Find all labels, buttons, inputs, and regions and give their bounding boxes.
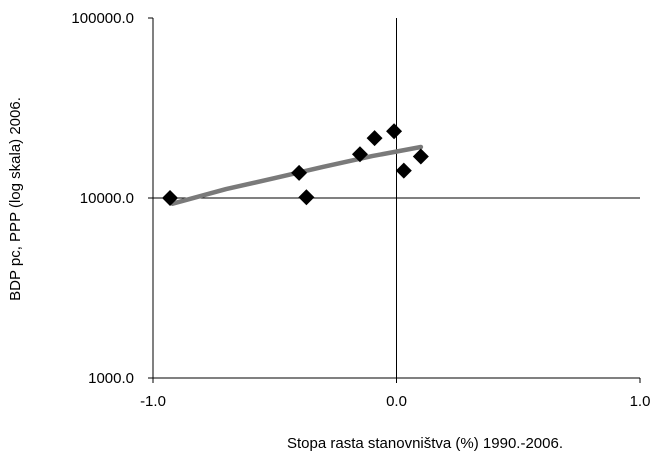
data-point <box>386 123 403 140</box>
data-point <box>162 190 179 206</box>
reference-lines <box>153 18 640 378</box>
data-points <box>162 123 429 206</box>
y-tick-label: 10000.0 <box>80 190 134 207</box>
data-point <box>351 146 368 163</box>
data-point <box>412 148 429 165</box>
data-point <box>395 162 412 179</box>
y-tick-label: 1000.0 <box>88 370 134 387</box>
x-axis-title: Stopa rasta stanovništva (%) 1990.-2006. <box>287 435 563 452</box>
x-axis-ticks: -1.0 0.0 1.0 <box>140 378 650 410</box>
x-tick-label: 1.0 <box>630 393 651 410</box>
x-tick-label: -1.0 <box>140 393 166 410</box>
data-point <box>298 189 315 206</box>
y-tick-label: 100000.0 <box>71 10 134 27</box>
data-point <box>291 164 308 181</box>
x-tick-label: 0.0 <box>386 393 407 410</box>
y-axis-ticks: 1000.0 10000.0 100000.0 <box>71 10 153 387</box>
y-axis-title: BDP pc, PPP (log skala) 2006. <box>7 97 24 301</box>
data-point <box>366 130 383 147</box>
